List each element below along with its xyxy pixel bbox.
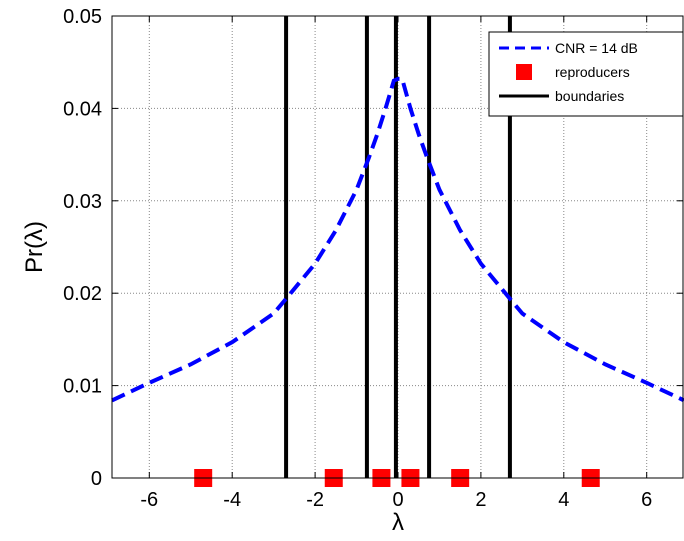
y-tick-label: 0.05: [63, 6, 102, 28]
y-tick-label: 0.02: [63, 283, 102, 305]
y-tick-label: 0: [91, 468, 102, 490]
x-tick-label: 0: [392, 489, 403, 511]
axis-ticks: -6 -4 -2 0 2 4 6 0 0.01 0.02 0.03 0.04 0.05: [63, 6, 683, 511]
x-tick-label: -2: [306, 489, 324, 511]
y-tick-label: 0.04: [63, 98, 102, 120]
x-tick-label: -4: [223, 489, 241, 511]
legend-swatch-reproducers: [516, 64, 532, 80]
y-tick-label: 0.01: [63, 376, 102, 398]
x-tick-label: 6: [641, 489, 652, 511]
x-tick-label: 4: [558, 489, 569, 511]
x-axis-label: λ: [392, 509, 404, 536]
y-tick-label: 0.03: [63, 191, 102, 213]
legend: CNR = 14 dB reproducers boundaries: [488, 31, 684, 117]
pdf-curve: [111, 76, 684, 403]
x-tick-label: -6: [140, 489, 158, 511]
legend-label-boundaries: boundaries: [555, 88, 624, 104]
legend-label-reproducers: reproducers: [555, 64, 630, 80]
legend-label-curve: CNR = 14 dB: [555, 40, 638, 56]
y-axis-label: Pr(λ): [21, 221, 48, 273]
curve-line: [111, 76, 684, 403]
x-tick-label: 2: [475, 489, 486, 511]
